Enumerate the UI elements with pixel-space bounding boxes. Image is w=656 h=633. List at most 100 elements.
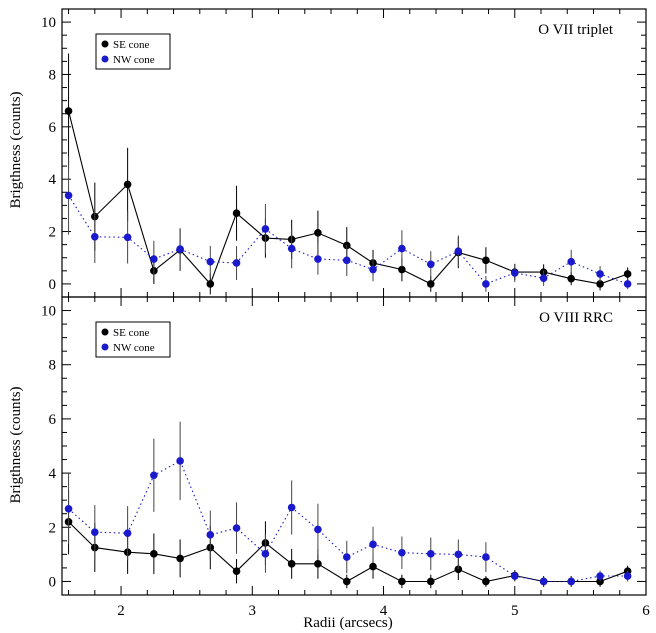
legend-label: SE cone — [113, 39, 149, 51]
y-tick-label: 8 — [49, 67, 57, 83]
data-point — [596, 280, 604, 288]
panel-o7-triplet: 0 2 4 6 8 10 O VII triplet SE cone NW cone — [41, 8, 647, 298]
y-tick-label: 10 — [41, 304, 56, 320]
data-point — [342, 553, 351, 561]
data-point — [232, 209, 241, 218]
series-line — [68, 460, 628, 583]
data-point — [482, 256, 490, 265]
data-point — [176, 457, 184, 465]
panel-title: O VII triplet — [538, 22, 614, 38]
data-point — [261, 550, 270, 558]
data-point — [426, 550, 435, 558]
data-point — [398, 244, 406, 253]
y-tick-label: 8 — [49, 358, 57, 374]
data-point — [482, 577, 490, 586]
data-point — [342, 577, 351, 586]
data-point — [567, 274, 575, 283]
x-tick-label: 6 — [642, 603, 650, 619]
data-point — [369, 265, 377, 274]
panel-o8-rrc: 2 3 4 5 6 0 2 4 6 8 10 O VIII RRC SE cone NW cone — [41, 296, 650, 619]
data-point — [287, 244, 296, 253]
data-point — [510, 572, 519, 580]
data-point — [176, 554, 184, 563]
data-point — [261, 225, 270, 233]
data-point — [567, 257, 575, 266]
y-tick-label: 4 — [49, 466, 57, 482]
data-point — [123, 180, 132, 189]
data-point — [287, 503, 296, 512]
legend-box — [95, 33, 171, 70]
data-point — [150, 255, 158, 263]
y-tick-label: 6 — [49, 120, 57, 136]
data-point — [314, 560, 322, 568]
series-se-cone — [64, 489, 632, 589]
legend-marker — [101, 343, 109, 351]
data-point — [123, 529, 132, 538]
legend-marker — [101, 328, 109, 336]
series-nw-cone — [64, 421, 632, 586]
data-point — [510, 269, 519, 277]
data-point — [369, 540, 377, 549]
y-tick-label: 10 — [41, 15, 56, 31]
data-point — [206, 280, 215, 288]
y-tick-label: 4 — [49, 172, 57, 188]
data-point — [314, 255, 322, 263]
data-point — [123, 233, 132, 242]
y-tick-label: 2 — [49, 225, 57, 241]
data-point — [539, 274, 548, 282]
data-point — [232, 567, 241, 575]
x-axis-label: Radii (arcsecs) — [303, 615, 393, 631]
data-point — [91, 528, 99, 536]
legend-label: SE cone — [113, 327, 149, 339]
legend-marker — [101, 40, 109, 48]
data-point — [596, 572, 604, 580]
data-point — [482, 553, 490, 561]
data-point — [287, 560, 296, 568]
x-tick-label: 3 — [249, 603, 257, 619]
series-nw-cone — [64, 156, 632, 292]
data-point — [232, 524, 241, 532]
data-point — [454, 247, 463, 255]
data-point — [369, 562, 377, 571]
data-point — [482, 280, 490, 288]
data-point — [623, 572, 632, 580]
data-point — [596, 270, 604, 278]
data-point — [426, 577, 435, 586]
data-point — [314, 229, 322, 237]
y-axis-label-bottom: Brigthness (counts) — [8, 386, 24, 503]
data-point — [64, 505, 73, 513]
data-point — [567, 577, 575, 586]
legend-marker — [101, 55, 109, 63]
data-point — [176, 245, 184, 253]
data-point — [206, 257, 215, 266]
data-point — [64, 107, 73, 115]
data-point — [623, 270, 632, 278]
data-point — [398, 265, 406, 274]
y-tick-label: 0 — [49, 277, 57, 293]
data-point — [206, 531, 215, 539]
y-tick-label: 2 — [49, 520, 57, 536]
data-point — [454, 550, 463, 559]
data-point — [398, 548, 406, 557]
data-point — [150, 550, 158, 558]
x-tick-label: 2 — [117, 603, 125, 619]
data-point — [539, 577, 548, 586]
data-point — [342, 256, 351, 265]
data-point — [398, 577, 406, 586]
data-point — [426, 260, 435, 269]
x-tick-label: 4 — [380, 603, 388, 619]
data-point — [426, 280, 435, 288]
y-tick-label: 0 — [49, 574, 57, 590]
data-point — [64, 191, 73, 200]
legend-label: NW cone — [113, 54, 155, 66]
y-axis-label-top: Brigthness (counts) — [8, 91, 24, 208]
data-point — [314, 525, 322, 534]
data-point — [623, 280, 632, 288]
data-point — [91, 232, 99, 241]
legend-box — [95, 321, 171, 358]
legend-label: NW cone — [113, 342, 155, 354]
data-point — [150, 471, 158, 480]
y-tick-label: 6 — [49, 412, 57, 428]
x-tick-label: 5 — [511, 603, 519, 619]
